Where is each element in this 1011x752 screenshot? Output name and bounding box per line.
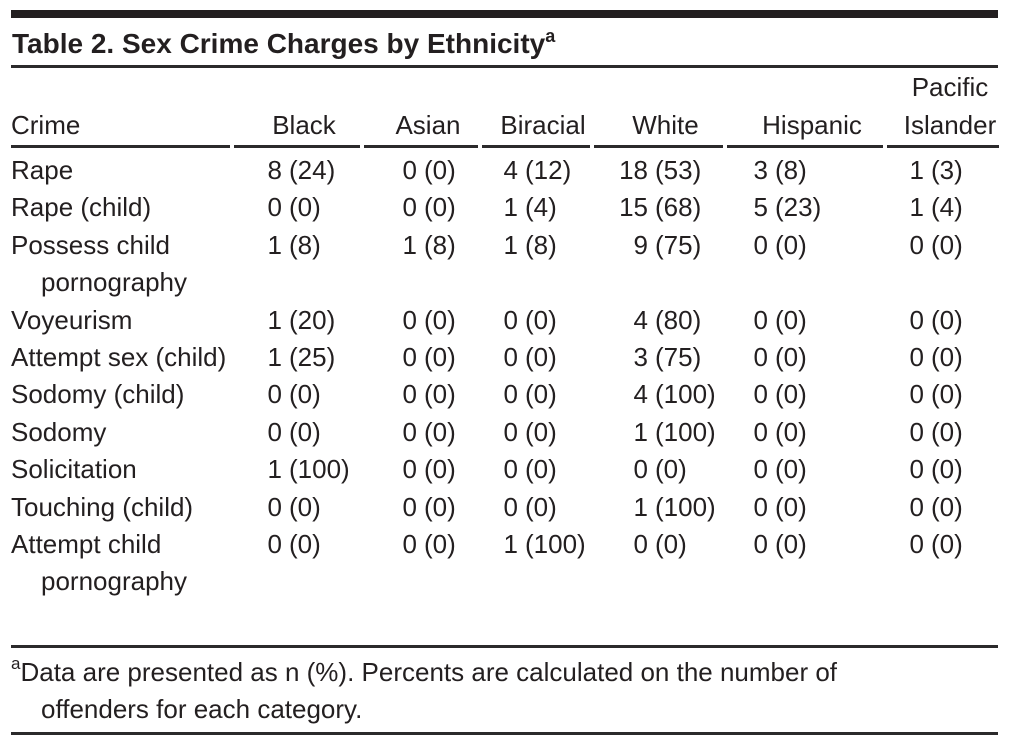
crime-label-cell: Sodomy — [11, 416, 107, 447]
bottom-rule — [11, 732, 998, 735]
value-cell: 0 (0) — [909, 416, 963, 447]
value-cell: 9 (75) — [633, 229, 702, 260]
crime-label-cell: Attempt sex (child) — [11, 342, 227, 373]
value-cell: 0 (0) — [909, 342, 963, 373]
value-cell: 0 (0) — [753, 304, 807, 335]
crime-label-cell: Attempt child pornography — [11, 529, 187, 597]
data-table: Crime Black Asian Biracial White Hispanic Paci… — [11, 72, 999, 601]
value-cell: 0 (0) — [503, 491, 557, 522]
value-cell: 18 (53) — [619, 155, 702, 185]
value-cell: 0 (0) — [267, 491, 321, 522]
value-cell: 1 (100) — [633, 416, 716, 447]
table-title: Table 2. Sex Crime Charges by Ethnicitya — [12, 26, 999, 62]
column-header-hispanic: Hispanic — [727, 72, 883, 148]
crime-label-cell: Solicitation — [11, 454, 137, 485]
value-cell: 0 (0) — [633, 529, 687, 560]
value-cell: 0 (0) — [633, 454, 687, 485]
column-header-crime: Crime — [11, 72, 230, 148]
crime-label-cell: Rape — [11, 155, 74, 185]
value-cell: 1 (20) — [267, 304, 336, 335]
value-cell: 0 (0) — [402, 491, 456, 522]
value-cell: 15 (68) — [619, 192, 702, 223]
value-cell: 1 (3) — [909, 155, 963, 185]
value-cell: 0 (0) — [909, 491, 963, 522]
column-header-asian: Asian — [364, 72, 478, 148]
value-cell: 0 (0) — [267, 416, 321, 447]
value-cell: 0 (0) — [503, 379, 557, 410]
value-cell: 3 (75) — [633, 342, 702, 373]
value-cell: 0 (0) — [402, 192, 456, 223]
value-cell: 4 (12) — [503, 155, 572, 185]
title-rule — [11, 65, 998, 68]
table-top-bar — [11, 10, 998, 18]
value-cell: 0 (0) — [753, 379, 807, 410]
value-cell: 8 (24) — [267, 155, 336, 185]
value-cell: 1 (4) — [503, 192, 557, 223]
value-cell: 1 (4) — [909, 192, 963, 223]
value-cell: 0 (0) — [909, 454, 963, 485]
value-cell: 1 (100) — [503, 529, 586, 560]
column-header-biracial: Biracial — [482, 72, 590, 148]
value-cell: 1 (8) — [267, 229, 321, 260]
value-cell: 0 (0) — [267, 379, 321, 410]
value-cell: 4 (80) — [633, 304, 702, 335]
value-cell: 1 (100) — [633, 491, 716, 522]
value-cell: 0 (0) — [753, 342, 807, 373]
value-cell: 1 (8) — [503, 229, 557, 260]
value-cell: 0 (0) — [503, 454, 557, 485]
value-cell: 0 (0) — [503, 304, 557, 335]
table-footnote: aData are presented as n (%). Percents a… — [11, 654, 998, 728]
column-header-black: Black — [234, 72, 360, 148]
crime-label-cell: Voyeurism — [11, 304, 133, 335]
footnote-marker: a — [11, 654, 21, 674]
value-cell: 0 (0) — [909, 379, 963, 410]
value-cell: 0 (0) — [402, 454, 456, 485]
column-header-pacific-islander: Pacific Islander — [887, 72, 999, 148]
value-cell: 5 (23) — [753, 192, 822, 223]
value-cell: 4 (100) — [633, 379, 716, 410]
crime-label-cell: Sodomy (child) — [11, 379, 185, 410]
value-cell: 0 (0) — [753, 229, 807, 260]
footnote-text-1: Data are presented as n (%). Percents ar… — [20, 657, 838, 687]
value-cell: 0 (0) — [503, 416, 557, 447]
value-cell: 0 (0) — [503, 342, 557, 373]
value-cell: 1 (100) — [267, 454, 350, 485]
value-cell: 0 (0) — [402, 155, 456, 185]
value-cell: 0 (0) — [753, 416, 807, 447]
crime-label-cell: Touching (child) — [11, 491, 194, 522]
footnote-line-1: aData are presented as n (%). Percents a… — [11, 654, 998, 691]
value-cell: 0 (0) — [753, 491, 807, 522]
crime-label-cell: Rape (child) — [11, 192, 152, 223]
column-header-white: White — [594, 72, 723, 148]
value-cell: 0 (0) — [402, 416, 456, 447]
value-cell: 0 (0) — [402, 304, 456, 335]
table-title-superscript: a — [545, 25, 556, 46]
value-cell: 0 (0) — [402, 379, 456, 410]
value-cell: 0 (0) — [267, 192, 321, 223]
value-cell: 0 (0) — [402, 342, 456, 373]
value-cell: 1 (8) — [402, 229, 456, 260]
value-cell: 0 (0) — [909, 304, 963, 335]
footnote-rule — [11, 645, 998, 648]
value-cell: 0 (0) — [909, 229, 963, 260]
value-cell: 3 (8) — [753, 155, 807, 185]
table-title-text: Table 2. Sex Crime Charges by Ethnicity — [12, 28, 546, 59]
footnote-text-2: offenders for each category. — [41, 694, 363, 724]
value-cell: 0 (0) — [402, 529, 456, 560]
crime-label-cell: Possess child pornography — [11, 229, 187, 298]
value-cell: 0 (0) — [753, 529, 807, 560]
value-cell: 0 (0) — [753, 454, 807, 485]
value-cell: 0 (0) — [267, 529, 321, 560]
value-cell: 1 (25) — [267, 342, 336, 373]
value-cell: 0 (0) — [909, 529, 963, 560]
